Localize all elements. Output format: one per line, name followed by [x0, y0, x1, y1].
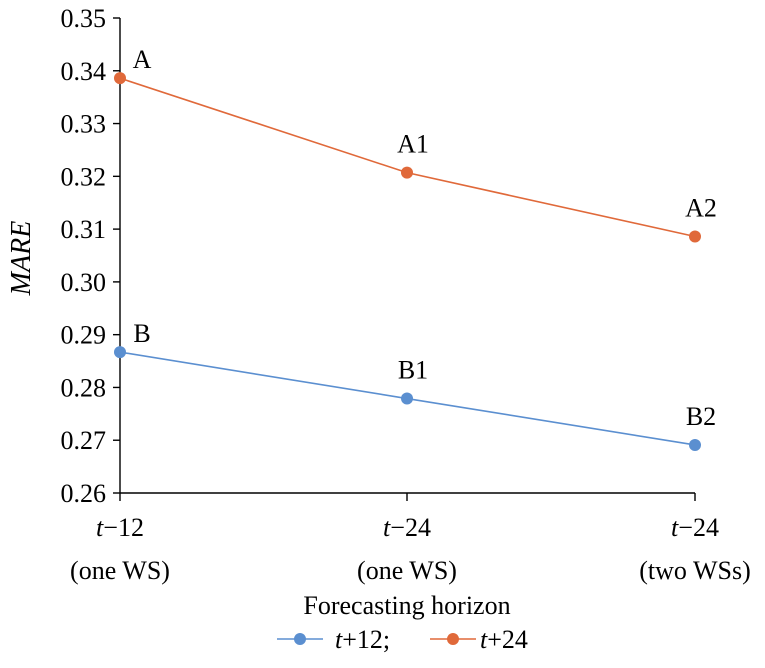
y-axis: 0.26 0.27 0.28 0.29 0.30 0.31 0.32 0.33 0.34 0.35	[61, 4, 121, 508]
y-tick-label: 0.33	[61, 110, 107, 139]
y-tick-label: 0.31	[61, 215, 107, 244]
y-tick-label: 0.30	[61, 268, 107, 297]
point-label: A	[133, 45, 152, 74]
data-point	[114, 72, 126, 85]
data-point	[401, 392, 413, 405]
legend-item: t+24	[430, 625, 528, 654]
point-label: B2	[686, 402, 716, 431]
legend-label: t+12;	[335, 625, 390, 654]
x-tick-sublabel: (one WS)	[357, 556, 457, 585]
legend-label: t+24	[480, 625, 528, 654]
legend-item: t+12;	[277, 625, 390, 654]
legend: t+12; t+24	[277, 625, 528, 654]
x-axis: t−12 (one WS) t−24 (one WS) t−24 (two WSs)	[70, 492, 751, 585]
x-tick-sublabel: (two WSs)	[639, 556, 750, 585]
series-t24: A A1 A2	[114, 45, 717, 243]
point-label: A2	[685, 194, 717, 223]
data-point	[689, 230, 701, 243]
point-label: B1	[398, 356, 428, 385]
x-axis-label: Forecasting horizon	[303, 591, 510, 620]
x-tick-label: t−24	[383, 513, 431, 542]
data-point	[689, 438, 701, 451]
x-tick-label: t−12	[96, 513, 144, 542]
y-tick-label: 0.35	[61, 4, 107, 33]
y-tick-label: 0.32	[61, 162, 107, 191]
x-tick-sublabel: (one WS)	[70, 556, 170, 585]
point-label: B	[133, 319, 150, 348]
series-layer: B B1 B2 A A1 A2	[114, 45, 717, 451]
legend-swatch-marker	[294, 633, 306, 645]
data-point	[401, 166, 413, 179]
x-tick-label: t−24	[671, 513, 719, 542]
y-tick-label: 0.27	[61, 426, 107, 455]
legend-swatch-marker	[447, 633, 459, 645]
data-point	[114, 346, 126, 359]
y-tick-label: 0.28	[61, 373, 107, 402]
y-axis-label: MARE	[6, 221, 37, 297]
point-label: A1	[397, 130, 429, 159]
series-t12: B B1 B2	[114, 319, 716, 451]
y-tick-label: 0.34	[61, 57, 107, 86]
y-tick-label: 0.29	[61, 321, 107, 350]
y-tick-label: 0.26	[61, 479, 107, 508]
